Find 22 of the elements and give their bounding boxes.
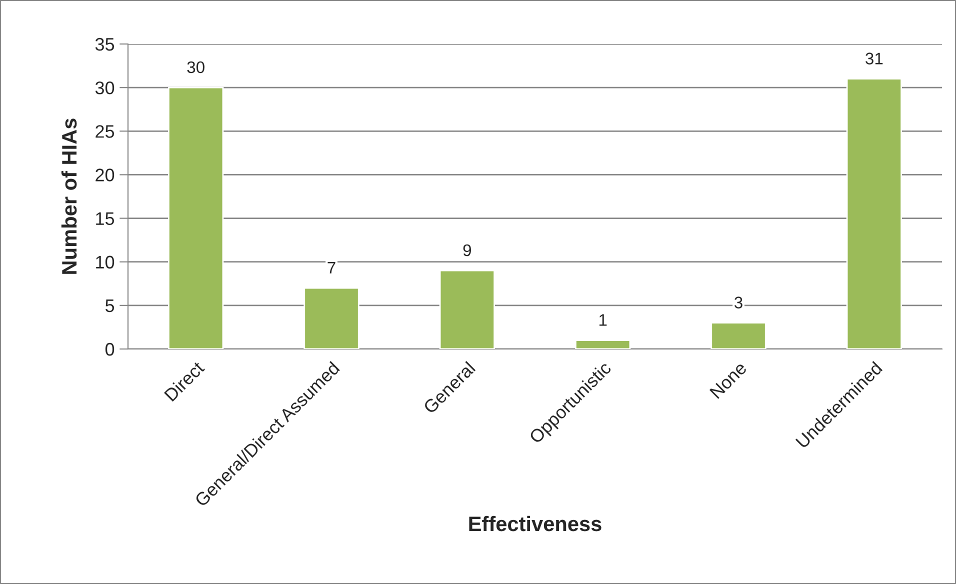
y-tick-label: 10: [96, 256, 114, 269]
x-axis-title: Effectiveness: [469, 516, 602, 532]
y-axis-title: Number of HIAs: [61, 118, 77, 274]
bar: [710, 322, 766, 349]
bar: [439, 270, 495, 349]
y-tick-label: 5: [105, 300, 114, 312]
bar: [575, 340, 631, 349]
bar: [168, 86, 224, 349]
y-tick-label: 20: [96, 168, 114, 182]
bar: [846, 78, 902, 349]
y-tick-label: 15: [96, 212, 114, 226]
data-label: 30: [187, 61, 204, 74]
data-label: 3: [734, 296, 742, 308]
y-tick-label: 25: [96, 125, 114, 138]
y-tick-label: 0: [105, 342, 114, 356]
data-label: 31: [866, 52, 883, 64]
data-label: 7: [328, 262, 336, 274]
y-tick-label: 35: [95, 38, 114, 51]
data-label: 9: [463, 244, 472, 256]
bar: [304, 287, 360, 349]
data-label: 1: [599, 314, 607, 326]
y-tick-label: 30: [95, 82, 114, 94]
